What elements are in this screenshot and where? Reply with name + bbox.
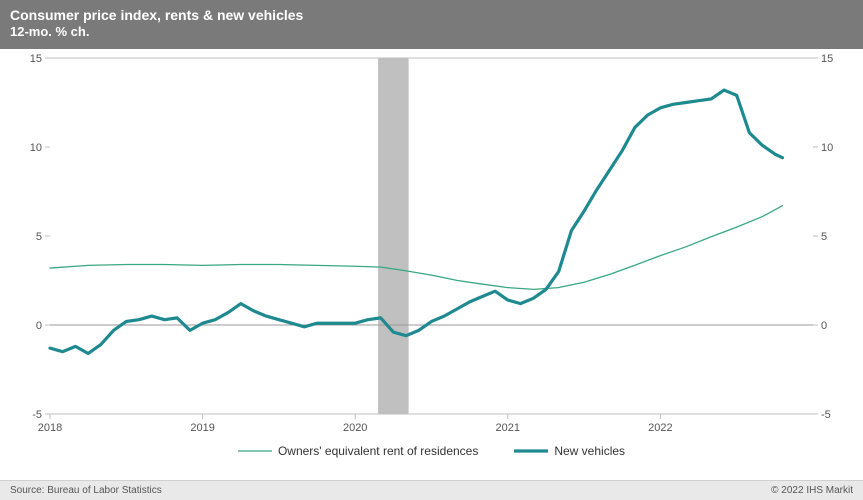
svg-text:2022: 2022 xyxy=(648,422,672,434)
legend-swatch xyxy=(238,445,272,457)
svg-text:0: 0 xyxy=(821,320,827,332)
chart-subtitle: 12-mo. % ch. xyxy=(10,24,853,41)
svg-text:2020: 2020 xyxy=(343,422,367,434)
svg-text:15: 15 xyxy=(30,53,42,65)
chart-header: Consumer price index, rents & new vehicl… xyxy=(0,0,863,49)
svg-text:5: 5 xyxy=(821,231,827,243)
legend-swatch xyxy=(514,445,548,457)
copyright-text: © 2022 IHS Markit xyxy=(771,485,853,496)
legend-label: New vehicles xyxy=(554,444,625,458)
svg-text:15: 15 xyxy=(821,53,833,65)
svg-text:0: 0 xyxy=(36,320,42,332)
svg-text:-5: -5 xyxy=(821,409,831,421)
svg-text:10: 10 xyxy=(821,142,833,154)
legend-label: Owners' equivalent rent of residences xyxy=(278,444,478,458)
chart-title: Consumer price index, rents & new vehicl… xyxy=(10,6,853,24)
svg-text:2018: 2018 xyxy=(38,422,62,434)
source-text: Source: Bureau of Labor Statistics xyxy=(10,485,162,496)
legend-item: Owners' equivalent rent of residences xyxy=(238,444,478,458)
chart-plot-area: -5 -5 0 0 5 5 10 10 15 15 2018 2019 2020 2021 2022 xyxy=(0,44,863,444)
legend-item: New vehicles xyxy=(514,444,625,458)
svg-text:2021: 2021 xyxy=(496,422,520,434)
line-chart-svg: -5 -5 0 0 5 5 10 10 15 15 2018 2019 2020 2021 2022 xyxy=(0,44,863,444)
svg-text:2019: 2019 xyxy=(190,422,214,434)
svg-text:-5: -5 xyxy=(32,409,42,421)
svg-text:5: 5 xyxy=(36,231,42,243)
svg-text:10: 10 xyxy=(30,142,42,154)
chart-legend: Owners' equivalent rent of residences New… xyxy=(0,444,863,460)
chart-footer: Source: Bureau of Labor Statistics © 202… xyxy=(0,480,863,500)
